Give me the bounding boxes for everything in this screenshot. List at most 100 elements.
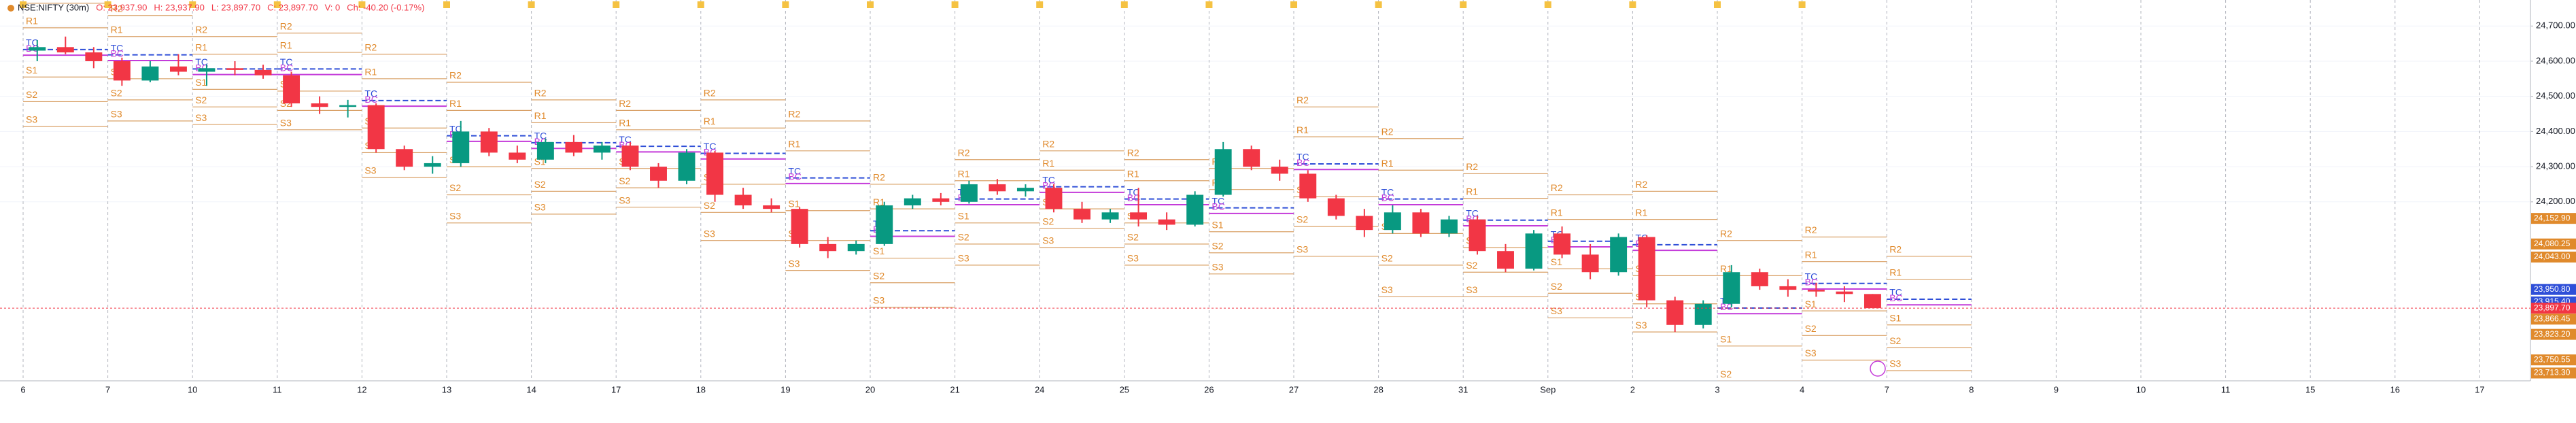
pivot-label: S1 bbox=[26, 65, 37, 75]
candle-body bbox=[169, 66, 187, 72]
session-marker bbox=[1798, 1, 1806, 8]
pivot-label: R1 bbox=[449, 98, 462, 109]
candle-body bbox=[1384, 212, 1401, 231]
pivot-label: S3 bbox=[280, 118, 292, 129]
pivot-label: R2 bbox=[1635, 179, 1647, 190]
pivot-label: BC bbox=[788, 171, 801, 182]
pivot-label: TC bbox=[195, 56, 208, 67]
pivot-label: BC bbox=[364, 94, 377, 105]
price-tag-label: 23,823.20 bbox=[2534, 329, 2571, 339]
pivot-label: S3 bbox=[1466, 284, 1477, 295]
price-tag bbox=[2531, 328, 2576, 340]
pivot-label: R2 bbox=[111, 3, 123, 14]
y-tick-label: 24,500.00 bbox=[2536, 90, 2575, 101]
pivot-label: S2 bbox=[1042, 216, 1054, 226]
candle-body bbox=[1440, 219, 1458, 234]
candle-body bbox=[706, 152, 724, 195]
candle-body bbox=[1525, 233, 1543, 269]
candle-body bbox=[1553, 233, 1571, 255]
pivot-label: R2 bbox=[364, 41, 377, 52]
pivot-label: S2 bbox=[449, 182, 461, 193]
pivot-label: S1 bbox=[1551, 256, 1562, 267]
x-tick-label: 6 bbox=[20, 384, 25, 394]
pivot-label: BC bbox=[1889, 292, 1902, 303]
pivot-label: S2 bbox=[195, 95, 207, 105]
pivot-label: TC bbox=[788, 165, 801, 176]
pivot-label: R2 bbox=[26, 0, 38, 1]
pivot-label: S3 bbox=[958, 253, 969, 264]
price-tag-label: 23,750.55 bbox=[2534, 354, 2571, 364]
pivot-label: R1 bbox=[1466, 186, 1478, 197]
pivot-label: R2 bbox=[619, 98, 631, 109]
pivot-label: S2 bbox=[1889, 335, 1901, 346]
x-tick-label: Sep bbox=[1540, 384, 1556, 394]
pivot-label: BC bbox=[1127, 192, 1140, 203]
x-tick-label: 26 bbox=[1204, 384, 1214, 394]
pivot-label: R1 bbox=[1042, 158, 1054, 169]
candle-body bbox=[1243, 149, 1260, 167]
y-tick-label: 24,300.00 bbox=[2536, 161, 2575, 171]
session-marker bbox=[1714, 1, 1721, 8]
candle-body bbox=[1836, 291, 1853, 294]
y-tick-label: 24,700.00 bbox=[2536, 20, 2575, 31]
candle-body bbox=[1751, 272, 1768, 286]
pivot-label: R2 bbox=[534, 88, 547, 99]
x-tick-label: 8 bbox=[1969, 384, 1974, 394]
pivot-label: S2 bbox=[534, 179, 546, 190]
pivot-label: R1 bbox=[1551, 207, 1563, 218]
price-tag-label: 24,152.90 bbox=[2534, 213, 2571, 222]
price-tag bbox=[2531, 213, 2576, 224]
x-tick-label: 7 bbox=[105, 384, 110, 394]
header-value: L: 23,897.70 bbox=[211, 2, 260, 12]
candle-body bbox=[1045, 188, 1063, 209]
x-tick-label: 7 bbox=[1885, 384, 1889, 394]
candle-body bbox=[480, 131, 498, 153]
pivot-label: R1 bbox=[1381, 158, 1394, 169]
x-tick-label: 27 bbox=[1289, 384, 1299, 394]
candle-body bbox=[904, 198, 921, 205]
header-value: Ch: -40.20 (-0.17%) bbox=[347, 2, 424, 12]
candle-body bbox=[593, 146, 611, 153]
x-tick-label: 21 bbox=[950, 384, 959, 394]
chart-title: NSE:NIFTY (30m) bbox=[18, 2, 89, 12]
pivot-label: S1 bbox=[873, 246, 885, 256]
pivot-label: TC bbox=[111, 42, 124, 53]
candle-body bbox=[1412, 212, 1430, 234]
pivot-label: BC bbox=[1805, 277, 1818, 288]
logo-badge bbox=[1870, 360, 1886, 377]
price-tag bbox=[2531, 367, 2576, 379]
candle-body bbox=[678, 152, 695, 181]
pivot-label: S2 bbox=[111, 88, 122, 99]
pivot-label: R2 bbox=[1805, 224, 1817, 235]
candle-body bbox=[339, 105, 357, 107]
candle-body bbox=[85, 52, 103, 61]
pivot-label: S3 bbox=[619, 194, 630, 205]
candle-body bbox=[254, 69, 272, 75]
pivot-label: S3 bbox=[788, 258, 800, 269]
candle-body bbox=[1327, 198, 1345, 216]
price-tag bbox=[2531, 354, 2576, 366]
pivot-label: R1 bbox=[534, 110, 547, 121]
x-tick-label: 14 bbox=[526, 384, 536, 394]
price-tag-label: 23,950.80 bbox=[2534, 284, 2571, 294]
x-tick-label: 20 bbox=[865, 384, 875, 394]
candle-body bbox=[56, 47, 74, 53]
price-tag-label: 23,866.45 bbox=[2534, 314, 2571, 323]
price-tag bbox=[2531, 303, 2576, 314]
pivot-label: S1 bbox=[1212, 219, 1223, 230]
pivot-label: S3 bbox=[1212, 262, 1223, 273]
pivot-label: S2 bbox=[1296, 214, 1308, 225]
pivot-label: S2 bbox=[1381, 253, 1393, 264]
candle-body bbox=[876, 205, 893, 244]
candle-body bbox=[1186, 194, 1204, 225]
price-tag-label: 23,713.30 bbox=[2534, 368, 2571, 377]
y-tick-label: 24,600.00 bbox=[2536, 55, 2575, 65]
candle-body bbox=[509, 152, 526, 160]
session-marker bbox=[358, 1, 366, 8]
pivot-label: R2 bbox=[788, 109, 800, 120]
candle-body bbox=[1497, 251, 1514, 269]
pivot-label: S2 bbox=[26, 89, 37, 100]
pivot-label: TC bbox=[364, 88, 377, 99]
pivot-label: S3 bbox=[111, 109, 122, 120]
candle-body bbox=[1158, 219, 1175, 225]
